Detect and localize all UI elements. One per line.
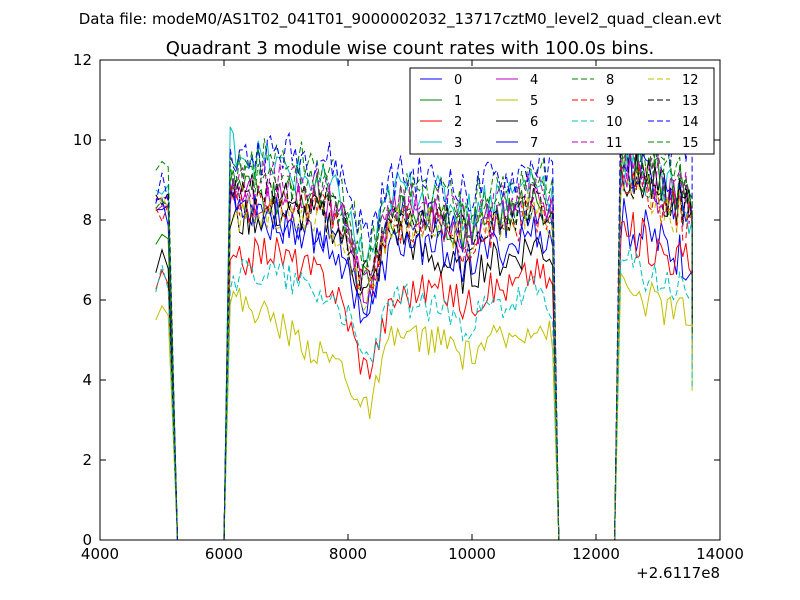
y-tick-label-4: 8 [82,211,92,229]
legend-label-8: 8 [606,73,614,88]
y-tick-label-2: 4 [82,371,92,389]
legend-label-1: 1 [454,94,462,109]
legend-box [409,67,715,155]
series-line-11 [155,132,693,540]
legend-label-0: 0 [454,73,462,88]
y-tick-label-0: 0 [82,531,92,549]
series-line-2 [155,212,693,540]
chart-title: Quadrant 3 module wise count rates with … [166,38,655,59]
legend-label-11: 11 [606,136,623,151]
legend-label-6: 6 [530,115,538,130]
y-tick-label-3: 6 [82,291,92,309]
legend-label-14: 14 [682,115,699,130]
x-tick-label-5: 14000 [696,545,744,563]
legend-label-7: 7 [530,136,538,151]
legend-label-4: 4 [530,73,538,88]
y-tick-label-5: 10 [73,131,92,149]
legend-label-3: 3 [454,136,462,151]
x-tick-label-2: 8000 [329,545,367,563]
series-line-5 [155,271,693,540]
x-tick-label-0: 4000 [81,545,119,563]
series-line-8 [155,119,693,540]
series-line-10 [155,246,693,540]
x-tick-label-3: 10000 [448,545,496,563]
legend-label-9: 9 [606,94,614,109]
legend-label-13: 13 [682,94,699,109]
series-line-14 [155,93,693,540]
x-offset-label: +2.6117e8 [636,564,720,582]
y-tick-label-1: 2 [82,451,92,469]
x-tick-label-1: 6000 [205,545,243,563]
plot-series [155,93,693,540]
chart-suptitle: Data file: modeM0/AS1T02_041T01_90000020… [79,10,722,29]
legend-label-15: 15 [682,136,699,151]
series-line-9 [155,156,693,540]
legend-label-5: 5 [530,94,538,109]
series-line-15 [155,138,693,540]
series-line-6 [155,154,693,540]
legend-label-2: 2 [454,115,462,130]
legend-label-12: 12 [682,73,699,88]
y-tick-label-6: 12 [73,51,92,69]
series-line-7 [155,149,693,540]
legend-label-10: 10 [606,115,623,130]
series-line-4 [155,151,693,540]
series-line-0 [155,178,693,540]
x-tick-label-4: 12000 [572,545,620,563]
